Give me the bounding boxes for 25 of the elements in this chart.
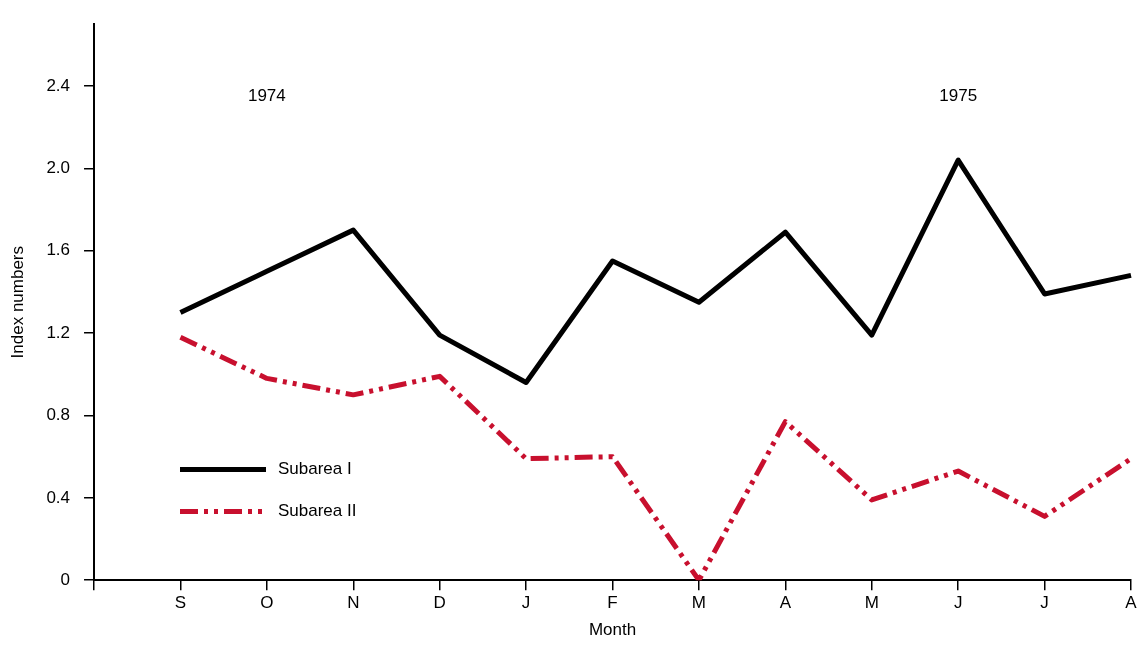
annotation: 1975 [939,86,978,106]
x-tick-label: D [433,593,446,613]
y-tick-label: 2.0 [46,158,71,178]
y-tick-label: 1.2 [46,322,71,342]
x-tick-label: M [691,593,707,613]
legend-label: Subarea I [278,459,352,479]
x-tick-label: A [779,593,792,613]
x-tick-label: J [1040,593,1049,613]
y-tick-label: 0.8 [46,405,71,425]
y-axis-title: Index numbers [7,245,27,359]
x-tick-label: J [953,593,963,613]
y-tick-label: 2.4 [46,75,71,95]
x-tick-label: M [864,593,879,613]
legend-label: Subarea II [278,501,357,521]
y-tick-label: 1.6 [46,240,71,260]
x-axis-title: Month [588,620,637,640]
x-tick-label: N [347,593,360,613]
y-tick-label: 0 [60,569,71,589]
x-tick-label: S [174,593,187,613]
x-tick-label: F [607,593,618,613]
x-tick-label: J [521,593,531,613]
annotation: 1974 [247,86,286,106]
y-tick-label: 0.4 [46,487,71,507]
x-tick-label: A [1125,593,1138,613]
x-tick-label: O [260,593,274,613]
